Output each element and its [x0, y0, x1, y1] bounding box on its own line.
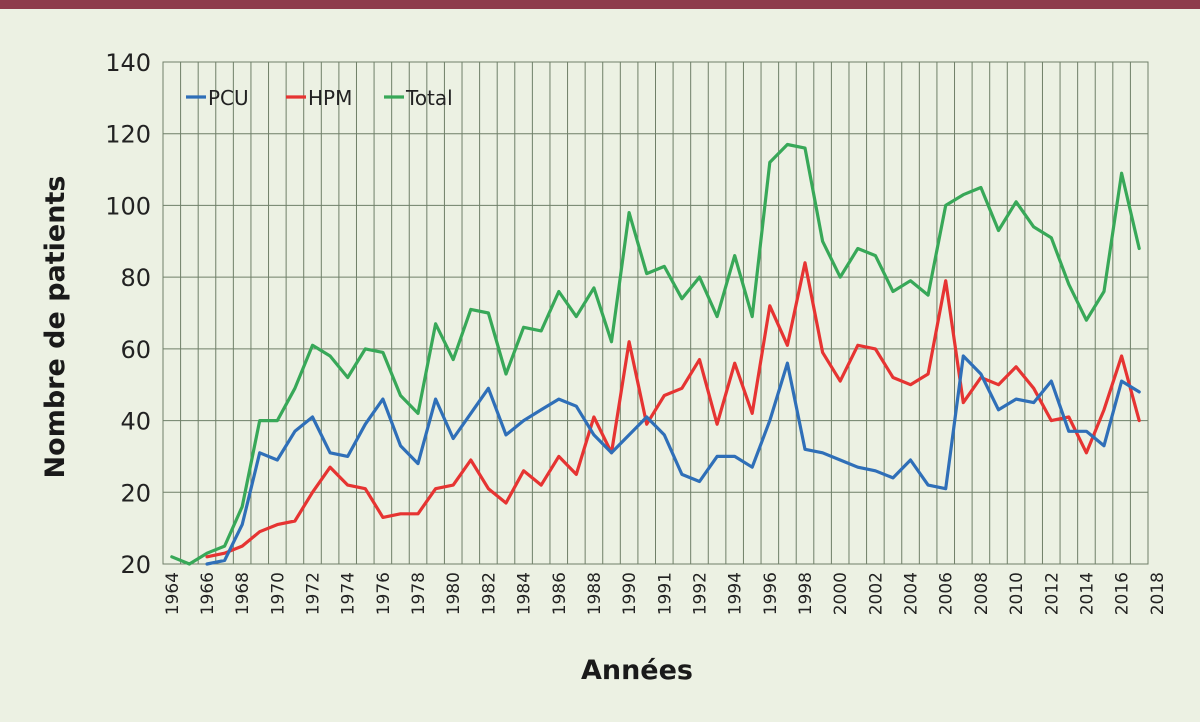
y-tick-label: 40: [120, 408, 151, 436]
x-tick-label: 1972: [304, 572, 324, 615]
x-axis-ticks: 1964 1966 1968 1970 1972 1974 1976 1978 1980 1982…: [163, 572, 1168, 615]
x-tick-label: 1980: [444, 572, 464, 615]
x-tick-label: 2016: [1113, 572, 1133, 615]
x-tick-label: 1998: [796, 572, 816, 615]
x-tick-label: 2012: [1042, 572, 1062, 615]
x-tick-label: 2008: [972, 572, 992, 615]
x-tick-label: 2014: [1077, 572, 1097, 615]
x-tick-label: 1964: [163, 572, 183, 615]
y-tick-label: 140: [105, 49, 151, 77]
top-accent-bar: [0, 0, 1200, 9]
x-tick-label: 2010: [1007, 572, 1027, 615]
x-tick-label: 1991: [655, 572, 675, 615]
x-tick-label: 1978: [409, 572, 429, 615]
x-tick-label: 1968: [233, 572, 253, 615]
x-tick-label: 1992: [690, 572, 710, 615]
y-tick-label: 120: [105, 121, 151, 149]
y-axis-title: Nombre de patients: [40, 176, 71, 479]
y-tick-label: 20: [120, 551, 151, 579]
x-tick-label: 1976: [374, 572, 394, 615]
x-axis-title: Années: [581, 655, 693, 686]
x-tick-label: 1974: [339, 572, 359, 615]
y-tick-label: 20: [120, 479, 151, 507]
y-tick-label: 100: [105, 192, 151, 220]
series-line-total: [170, 142, 1141, 566]
x-tick-label: 2018: [1148, 572, 1168, 615]
x-tick-label: 2002: [866, 572, 886, 615]
series-lines: [170, 142, 1141, 566]
legend: PCU HPM Total: [186, 86, 453, 110]
x-tick-label: 1970: [268, 572, 288, 615]
x-tick-label: 1994: [726, 572, 746, 615]
y-axis-ticks: 20 20 40 60 80 100 120 140: [105, 49, 151, 579]
y-tick-label: 80: [120, 264, 151, 292]
x-tick-label: 2006: [937, 572, 957, 615]
legend-label-hpm: HPM: [308, 86, 352, 110]
legend-label-pcu: PCU: [208, 86, 249, 110]
y-tick-label: 60: [120, 336, 151, 364]
x-tick-label: 1986: [550, 572, 570, 615]
x-tick-label: 1996: [761, 572, 781, 615]
x-tick-label: 1990: [620, 572, 640, 615]
x-tick-label: 2000: [831, 572, 851, 615]
legend-label-total: Total: [405, 86, 453, 110]
x-tick-label: 1966: [198, 572, 218, 615]
x-tick-label: 1984: [515, 572, 535, 615]
series-line-pcu: [205, 354, 1141, 566]
x-tick-label: 1982: [479, 572, 499, 615]
grid-lines: [162, 61, 1149, 565]
x-tick-label: 2004: [902, 572, 922, 615]
x-tick-label: 1988: [585, 572, 605, 615]
